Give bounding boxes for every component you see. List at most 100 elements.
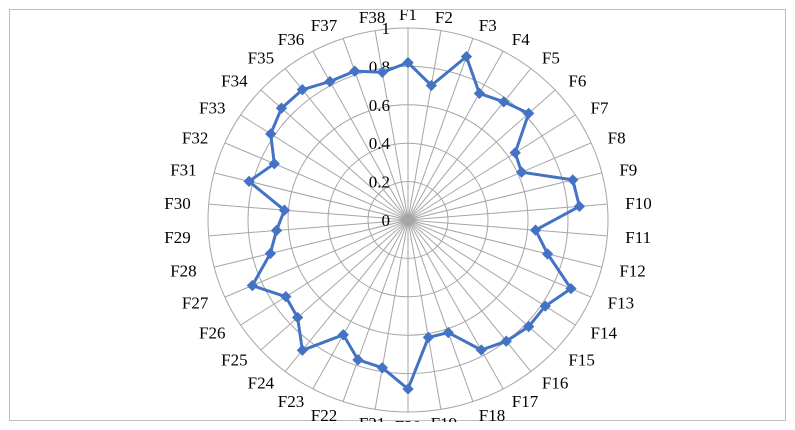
spoke-line	[407, 219, 592, 298]
data-point-marker	[265, 128, 277, 140]
data-point-marker	[567, 174, 579, 186]
category-label: F31	[170, 160, 196, 179]
category-label: F36	[278, 30, 304, 49]
category-label: F16	[542, 374, 568, 393]
category-label: F27	[182, 294, 209, 313]
data-point-marker	[402, 383, 414, 395]
spoke-line	[284, 219, 409, 372]
data-point-marker	[565, 282, 577, 295]
data-point-marker	[243, 175, 255, 188]
category-label: F4	[512, 30, 530, 49]
category-label: F1	[399, 10, 417, 24]
category-label: F7	[591, 98, 609, 117]
spoke-line	[407, 219, 442, 410]
spoke-line	[407, 114, 576, 221]
data-point-marker	[573, 200, 586, 213]
radar-grid	[207, 27, 609, 413]
data-point-marker	[349, 65, 361, 77]
spoke-line	[407, 219, 576, 326]
category-label: F15	[568, 351, 594, 370]
spoke-line	[374, 219, 409, 410]
spoke-line	[407, 219, 474, 402]
spoke-line	[374, 30, 409, 221]
category-label: F19	[431, 414, 457, 422]
spoke-line	[407, 219, 532, 372]
data-point-marker	[529, 224, 542, 236]
category-label: F5	[542, 48, 560, 67]
spoke-line	[240, 114, 409, 221]
category-labels: F1 F2 F3F4F5F6F7F8F9F10F11F12F13F14F15F16F…	[164, 10, 651, 422]
radial-tick-label: 0	[382, 211, 391, 230]
spoke-line	[407, 38, 474, 221]
category-label: F11	[625, 228, 651, 247]
category-label: F23	[278, 392, 304, 411]
data-point-marker	[422, 331, 435, 344]
spoke-line	[260, 219, 409, 351]
category-label: F28	[170, 262, 196, 281]
spoke-line	[284, 68, 409, 221]
spoke-line	[407, 50, 504, 221]
spoke-line	[208, 219, 409, 237]
spoke-line	[224, 142, 409, 221]
data-point-marker	[246, 279, 259, 292]
category-label: F24	[248, 374, 275, 393]
radar-chart: 00.20.40.60.81 F1 F2 F3F4F5F6F7F8F9F10F11F…	[164, 10, 651, 422]
data-point-marker	[296, 84, 309, 96]
chart-frame: 0 0.2 0.4 0.6 0.8 1 F1 F2 F3 F4 F5 F6 F7 F8 F9 F10 F11 F…	[9, 9, 786, 422]
radial-tick-labels: 00.20.40.60.81	[369, 19, 391, 230]
data-point-marker	[509, 147, 521, 159]
category-label: F22	[311, 406, 337, 422]
spoke-line	[240, 219, 409, 326]
spoke-line	[312, 219, 409, 390]
spoke-line	[407, 89, 556, 221]
category-label: F6	[568, 71, 586, 90]
data-point-marker	[473, 87, 486, 100]
data-point-marker	[296, 344, 309, 356]
spoke-line	[407, 68, 532, 221]
category-label: F30	[164, 194, 190, 213]
spoke-line	[407, 142, 592, 221]
spoke-line	[342, 219, 409, 402]
data-point-marker	[278, 204, 291, 216]
data-point-marker	[270, 224, 283, 237]
series-layer	[243, 50, 586, 395]
category-label: F38	[359, 10, 385, 27]
spoke-line	[407, 219, 504, 390]
data-point-marker	[515, 166, 528, 178]
data-point-marker	[352, 354, 364, 366]
category-label: F21	[359, 414, 385, 422]
data-point-marker	[475, 344, 487, 356]
category-label: F10	[625, 194, 651, 213]
data-point-marker	[442, 326, 454, 339]
category-label: F35	[248, 48, 274, 67]
category-label: F13	[608, 294, 634, 313]
category-label: F18	[479, 406, 505, 422]
radial-tick-label: 0.2	[369, 173, 390, 192]
category-label: F32	[182, 128, 208, 147]
data-point-marker	[500, 335, 512, 347]
category-label: F14	[591, 324, 618, 343]
category-label: F26	[199, 324, 225, 343]
spoke-line	[214, 219, 409, 268]
radial-tick-label: 0.4	[369, 134, 391, 153]
radial-tick-label: 0.6	[369, 96, 390, 115]
category-label: F37	[311, 16, 338, 35]
category-label: F17	[512, 392, 539, 411]
spoke-line	[407, 203, 608, 221]
data-point-marker	[324, 75, 336, 88]
spoke-line	[407, 219, 608, 237]
category-label: F2	[435, 10, 453, 27]
spoke-line	[407, 219, 556, 351]
spoke-line	[260, 89, 409, 221]
category-label: F34	[221, 71, 248, 90]
category-label: F20	[395, 417, 421, 422]
data-point-marker	[280, 290, 292, 303]
spoke-line	[208, 203, 409, 221]
data-point-marker	[498, 96, 510, 108]
data-point-marker	[425, 79, 438, 92]
category-label: F9	[619, 160, 637, 179]
category-label: F8	[608, 128, 626, 147]
spoke-line	[407, 219, 602, 268]
radial-tick-label: 1	[382, 19, 391, 38]
category-label: F29	[164, 228, 190, 247]
